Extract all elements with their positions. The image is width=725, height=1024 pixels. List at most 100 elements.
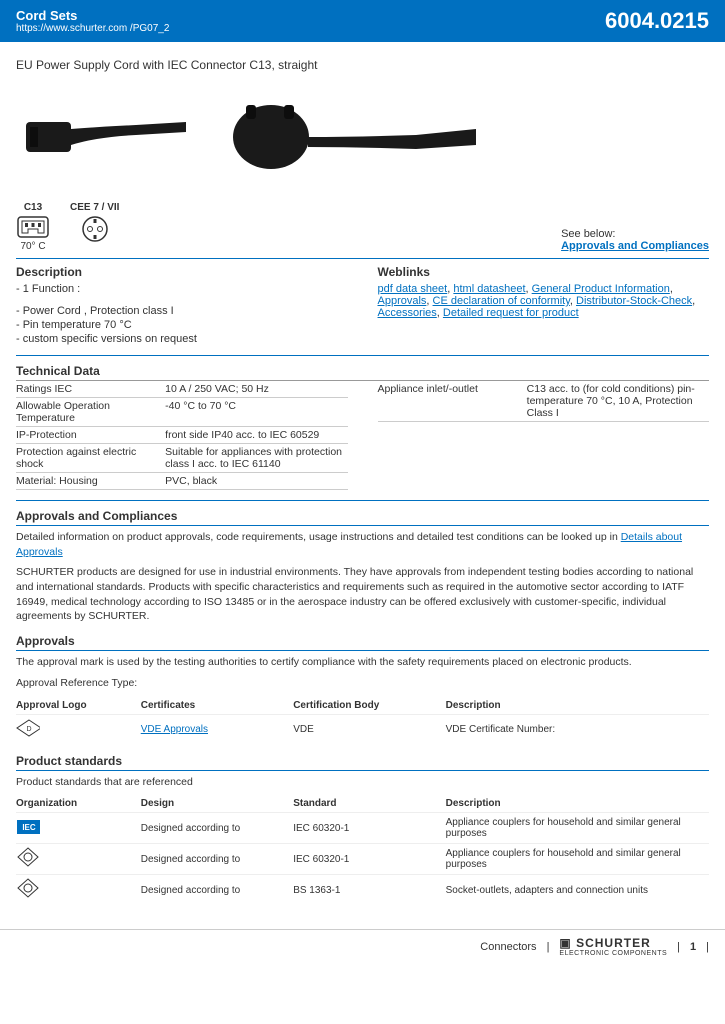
th-desc: Description bbox=[446, 700, 709, 711]
prod-std-title: Product standards bbox=[16, 754, 709, 771]
header-left: Cord Sets https://www.schurter.com /PG07… bbox=[16, 8, 169, 34]
approval-cert[interactable]: VDE Approvals bbox=[141, 724, 293, 735]
weblink[interactable]: pdf data sheet bbox=[378, 283, 448, 295]
std-desc: Appliance couplers for household and sim… bbox=[446, 817, 709, 839]
std-desc: Socket-outlets, adapters and connection … bbox=[446, 885, 709, 896]
footer-sep: | bbox=[547, 941, 550, 953]
tech-key: Ratings IEC bbox=[16, 383, 165, 395]
weblink[interactable]: Approvals bbox=[378, 295, 427, 307]
table-row: DVDE ApprovalsVDEVDE Certificate Number: bbox=[16, 714, 709, 744]
tech-value: 10 A / 250 VAC; 50 Hz bbox=[165, 383, 347, 395]
tech-row: Allowable Operation Temperature-40 °C to… bbox=[16, 398, 348, 427]
tech-value: front side IP40 acc. to IEC 60529 bbox=[165, 429, 347, 441]
tech-key: Allowable Operation Temperature bbox=[16, 400, 165, 424]
weblink[interactable]: Accessories bbox=[378, 307, 437, 319]
approval-logo: D bbox=[16, 719, 141, 740]
description-bullet: - custom specific versions on request bbox=[16, 333, 348, 345]
footer-sep3: | bbox=[706, 941, 709, 953]
technical-title: Technical Data bbox=[16, 364, 709, 381]
footer-brand-block: ▣ SCHURTER ELECTRONIC COMPONENTS bbox=[559, 936, 667, 957]
prod-std-intro: Product standards that are referenced bbox=[16, 775, 709, 790]
footer-brand-sub: ELECTRONIC COMPONENTS bbox=[559, 950, 667, 957]
tech-value: -40 °C to 70 °C bbox=[165, 400, 347, 424]
header-url[interactable]: https://www.schurter.com /PG07_2 bbox=[16, 23, 169, 34]
tech-row: Material: HousingPVC, black bbox=[16, 473, 348, 490]
svg-text:IEC: IEC bbox=[22, 823, 36, 832]
weblink[interactable]: html datasheet bbox=[453, 283, 525, 295]
tech-key: Protection against electric shock bbox=[16, 446, 165, 470]
approval-ref-type: Approval Reference Type: bbox=[16, 676, 709, 691]
approvals-compliances-link[interactable]: Approvals and Compliances bbox=[561, 240, 709, 252]
th-org: Organization bbox=[16, 798, 141, 809]
approvals-table: Approval Logo Certificates Certification… bbox=[16, 697, 709, 744]
appr-comp-title: Approvals and Compliances bbox=[16, 509, 709, 526]
category-title: Cord Sets bbox=[16, 8, 169, 23]
c13-label: C13 bbox=[16, 202, 50, 213]
header-right: 6004.0215 bbox=[605, 8, 709, 34]
divider bbox=[16, 500, 709, 501]
std-standard: IEC 60320-1 bbox=[293, 823, 445, 834]
approval-desc: VDE Certificate Number: bbox=[446, 724, 709, 735]
appr-comp-intro: Detailed information on product approval… bbox=[16, 530, 709, 559]
tech-value: PVC, black bbox=[165, 475, 347, 487]
approvals-compliances-section: Approvals and Compliances Detailed infor… bbox=[16, 509, 709, 624]
approvals-section: Approvals The approval mark is used by t… bbox=[16, 634, 709, 743]
tech-col-left: Ratings IEC10 A / 250 VAC; 50 HzAllowabl… bbox=[16, 381, 348, 490]
footer-page: 1 bbox=[690, 941, 696, 953]
std-org bbox=[16, 848, 141, 870]
description-section: Description - 1 Function : - Power Cord … bbox=[16, 265, 348, 347]
footer-category: Connectors bbox=[480, 941, 536, 953]
part-number: 6004.0215 bbox=[605, 8, 709, 34]
product-image-plug bbox=[216, 87, 476, 187]
weblink[interactable]: CE declaration of conformity bbox=[433, 295, 570, 307]
std-design: Designed according to bbox=[141, 885, 293, 896]
c13-connector-icon bbox=[16, 215, 50, 239]
th-design: Design bbox=[141, 798, 293, 809]
see-below-block: See below: Approvals and Compliances bbox=[561, 228, 709, 252]
header-bar: Cord Sets https://www.schurter.com /PG07… bbox=[0, 0, 725, 42]
description-title: Description bbox=[16, 265, 348, 279]
tech-row: Protection against electric shockSuitabl… bbox=[16, 444, 348, 473]
tech-row: Appliance inlet/-outletC13 acc. to (for … bbox=[378, 381, 710, 422]
tech-value: Suitable for appliances with protection … bbox=[165, 446, 347, 470]
std-org: IEC bbox=[16, 818, 141, 838]
product-standards-table: Organization Design Standard Description… bbox=[16, 795, 709, 905]
tech-row: Ratings IEC10 A / 250 VAC; 50 Hz bbox=[16, 381, 348, 398]
approvals-intro: The approval mark is used by the testing… bbox=[16, 655, 709, 670]
product-subtitle: EU Power Supply Cord with IEC Connector … bbox=[16, 58, 709, 72]
description-weblinks-row: Description - 1 Function : - Power Cord … bbox=[16, 265, 709, 356]
description-bullet: - Power Cord , Protection class I bbox=[16, 305, 348, 317]
page-footer: Connectors | ▣ SCHURTER ELECTRONIC COMPO… bbox=[0, 929, 725, 963]
th-body: Certification Body bbox=[293, 700, 445, 711]
footer-sep2: | bbox=[677, 941, 680, 953]
weblink[interactable]: Detailed request for product bbox=[443, 307, 579, 319]
std-standard: IEC 60320-1 bbox=[293, 854, 445, 865]
c13-icon-block: C13 70° C bbox=[16, 202, 50, 252]
weblink[interactable]: General Product Information bbox=[532, 283, 670, 295]
tech-value: C13 acc. to (for cold conditions) pin-te… bbox=[527, 383, 709, 419]
table-row: IECDesigned according toIEC 60320-1Appli… bbox=[16, 812, 709, 843]
connector-icons: C13 70° C CEE 7 / VII bbox=[16, 202, 119, 252]
c13-sublabel: 70° C bbox=[20, 241, 45, 252]
product-standards-section: Product standards Product standards that… bbox=[16, 754, 709, 906]
std-org bbox=[16, 879, 141, 901]
std-design: Designed according to bbox=[141, 854, 293, 865]
appr-comp-body: SCHURTER products are designed for use i… bbox=[16, 565, 709, 624]
table-row: Designed according toIEC 60320-1Applianc… bbox=[16, 843, 709, 874]
weblinks-list: pdf data sheet, html datasheet, General … bbox=[378, 283, 710, 319]
cee7-icon-block: CEE 7 / VII bbox=[70, 202, 119, 252]
footer-brand: ▣ SCHURTER bbox=[559, 936, 650, 950]
function-label: - 1 Function : bbox=[16, 283, 348, 295]
weblink[interactable]: Distributor-Stock-Check bbox=[576, 295, 692, 307]
product-image-c13 bbox=[16, 87, 186, 187]
technical-data-section: Technical Data Ratings IEC10 A / 250 VAC… bbox=[16, 364, 709, 490]
connector-icons-row: C13 70° C CEE 7 / VII bbox=[16, 202, 709, 259]
product-images bbox=[16, 82, 709, 192]
weblinks-section: Weblinks pdf data sheet, html datasheet,… bbox=[378, 265, 710, 347]
std-desc: Appliance couplers for household and sim… bbox=[446, 848, 709, 870]
weblinks-title: Weblinks bbox=[378, 265, 710, 279]
th-std: Standard bbox=[293, 798, 445, 809]
appr-comp-intro-text: Detailed information on product approval… bbox=[16, 531, 621, 543]
tech-col-right: Appliance inlet/-outletC13 acc. to (for … bbox=[378, 381, 710, 490]
tech-key: Material: Housing bbox=[16, 475, 165, 487]
